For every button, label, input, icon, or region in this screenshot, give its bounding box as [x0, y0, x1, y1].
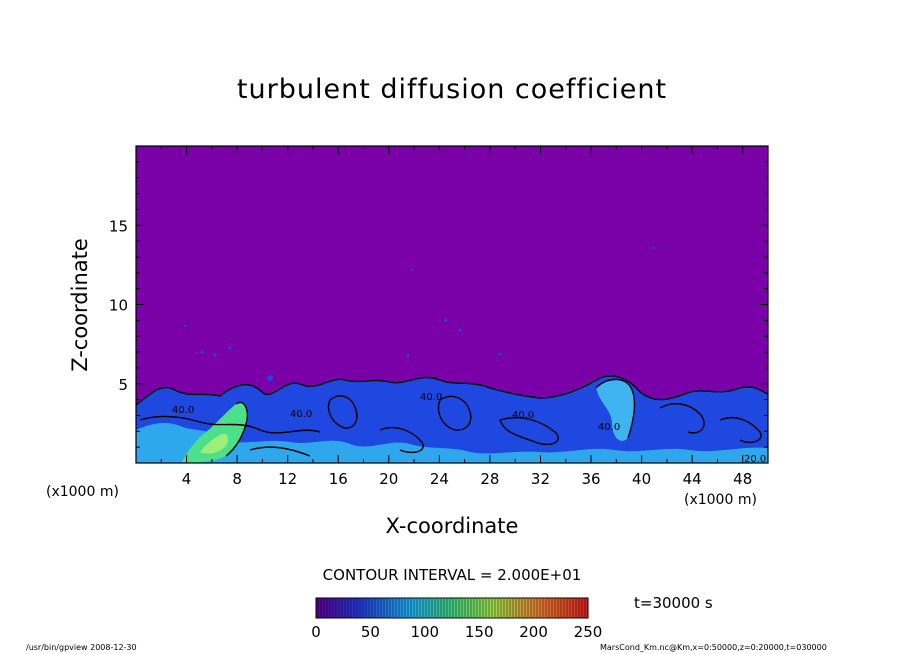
- x-tick-label: 32: [531, 470, 550, 488]
- x-tick-label: 16: [329, 470, 348, 488]
- y-axis-label: Z-coordinate: [68, 238, 92, 372]
- x-tick-label: 28: [480, 470, 499, 488]
- x-tick-label: 48: [733, 470, 752, 488]
- contour-interval-text: CONTOUR INTERVAL = 2.000E+01: [322, 566, 582, 584]
- contour-labels: 40.0 40.0 40.0 40.0 40.0 20.0: [172, 392, 766, 465]
- x-axis-label-text: X-coordinate: [385, 514, 519, 538]
- y-tick-label: 5: [118, 376, 128, 394]
- x-axis-label: X-coordinate: [0, 514, 904, 538]
- colorbar-tick-label: 250: [574, 623, 603, 641]
- colorbar-tick-label: 100: [410, 623, 439, 641]
- contour-value-label: 40.0: [420, 392, 442, 403]
- footer-right: MarsCond_Km.nc@Km,x=0:50000,z=0:20000,t=…: [600, 643, 827, 652]
- y-tick-label: 10: [109, 297, 128, 315]
- colorbar-tick-label: 0: [311, 623, 321, 641]
- x-tick-label: 24: [430, 470, 449, 488]
- x-tick-label: 12: [278, 470, 297, 488]
- contour-value-label: 40.0: [290, 409, 312, 420]
- x-tick-label: 40: [632, 470, 651, 488]
- time-label: t=30000 s: [634, 594, 713, 612]
- colorbar-tick-label: 50: [361, 623, 380, 641]
- turbulent-layer: [136, 246, 768, 463]
- x-tick-label: 4: [182, 470, 192, 488]
- contour-value-label: 20.0: [744, 454, 766, 465]
- x-tick-label: 44: [683, 470, 702, 488]
- high-value-region: [182, 402, 248, 463]
- colorbar-tick-labels: 0 50 100 150 200 250: [311, 623, 602, 641]
- x-tick-label: 20: [379, 470, 398, 488]
- contour-value-label: 40.0: [172, 405, 194, 416]
- footer-left: /usr/bin/gpview 2008-12-30: [26, 643, 137, 652]
- x-unit-left: (x1000 m): [46, 484, 119, 500]
- contour-value-label: 40.0: [512, 410, 534, 421]
- x-tick-label: 36: [581, 470, 600, 488]
- mid-value-region: [136, 423, 768, 463]
- contour-value-label: 40.0: [598, 422, 620, 433]
- chart-title: turbulent diffusion coefficient: [236, 74, 668, 105]
- x-unit-right: (x1000 m): [684, 492, 757, 508]
- colorbar-stripes: [317, 599, 586, 617]
- contour-lines: [136, 375, 768, 457]
- y-tick-label: 15: [109, 217, 128, 235]
- x-tick-label: 8: [232, 470, 242, 488]
- sparse-blobs: [183, 246, 656, 381]
- colorbar-tick-label: 200: [519, 623, 548, 641]
- colorbar-tick-label: 150: [465, 623, 494, 641]
- axis-ticks: [136, 146, 768, 463]
- high-value-patch: [200, 433, 229, 454]
- mid-value-swirl: [596, 379, 635, 441]
